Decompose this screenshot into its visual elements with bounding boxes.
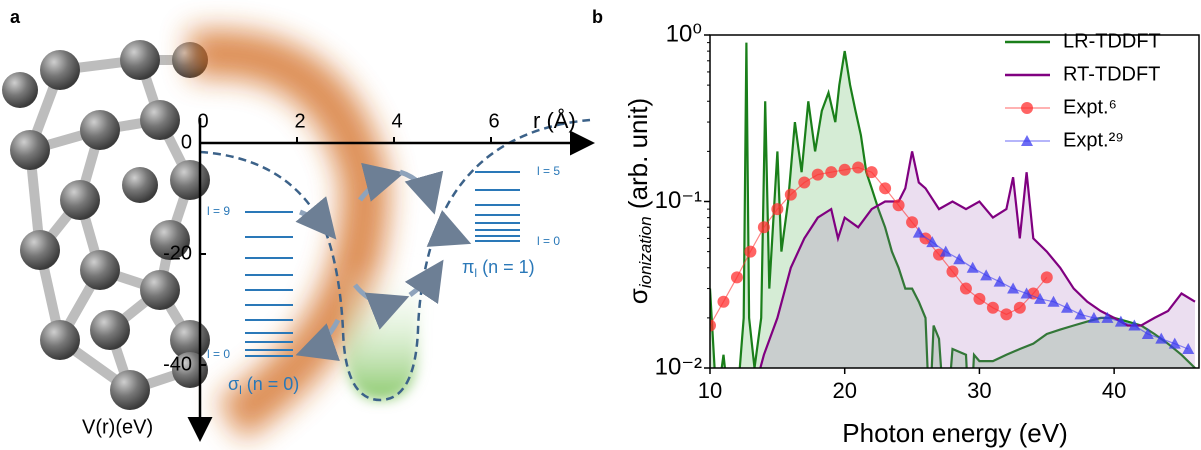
marker <box>865 166 878 179</box>
level-label: l = 0 <box>207 347 230 361</box>
marker <box>912 226 925 238</box>
marker <box>953 253 966 265</box>
marker <box>973 292 986 305</box>
marker <box>717 295 730 308</box>
symbol: σ <box>623 288 653 304</box>
marker <box>939 245 952 257</box>
text: (n = 1) <box>477 257 535 277</box>
state-label: πl (n = 1) <box>462 257 535 280</box>
marker <box>771 203 784 216</box>
marker <box>1114 315 1127 327</box>
y-tick-label: -40 <box>163 353 192 375</box>
legend-label: RT-TDDFT <box>1063 63 1160 85</box>
y-tick-label: 0 <box>181 131 192 153</box>
text: (arb. unit) <box>623 98 653 217</box>
panel-label: a <box>10 7 21 27</box>
marker <box>926 236 939 248</box>
line <box>710 42 1196 368</box>
marker <box>838 163 851 176</box>
plot-area <box>710 42 1196 368</box>
marker <box>993 275 1006 287</box>
atoms <box>2 40 210 410</box>
marker <box>730 271 743 284</box>
y-tick-label: 10⁻² <box>655 353 702 380</box>
y-tick-label: 10⁰ <box>666 20 702 47</box>
level-label: l = 0 <box>537 234 560 248</box>
marker <box>852 161 865 174</box>
symbol: π <box>462 257 474 277</box>
marker <box>933 248 946 261</box>
marker <box>1040 271 1053 284</box>
area <box>710 42 1195 368</box>
sigma-levels <box>245 211 293 357</box>
marker <box>986 301 999 314</box>
state-label: σl (n = 0) <box>228 374 299 397</box>
potential-curve <box>199 118 591 402</box>
transition-arrows <box>295 162 472 361</box>
marker <box>744 245 757 258</box>
x-axis-title: Photon energy (eV) <box>842 418 1067 448</box>
marker <box>1141 328 1154 340</box>
marker <box>1047 295 1060 307</box>
legend-label: Expt.²⁹ <box>1063 129 1124 151</box>
subscript: l <box>474 266 477 280</box>
x-tick-label: 0 <box>197 110 208 132</box>
y-axis-label: V(r)(eV) <box>82 416 153 438</box>
x-tick-label: 40 <box>1102 378 1126 403</box>
x-tick-label: 10 <box>698 378 722 403</box>
legend-label: Expt.⁶ <box>1063 96 1117 118</box>
marker <box>959 282 972 295</box>
area <box>710 151 1195 368</box>
marker <box>1087 311 1100 323</box>
x-tick-label: 30 <box>967 378 991 403</box>
legend-marker <box>1021 102 1033 114</box>
marker <box>757 221 770 234</box>
legend-marker <box>1021 135 1033 146</box>
symbol: σ <box>228 374 239 394</box>
x-tick-label: 2 <box>294 110 305 132</box>
marker <box>1034 292 1047 304</box>
marker <box>1020 287 1033 299</box>
level-label: l = 5 <box>537 164 560 178</box>
marker <box>1168 337 1181 349</box>
subscript: ionization <box>636 216 655 288</box>
marker <box>710 319 716 332</box>
marker <box>1155 332 1168 344</box>
y-tick-label: 10⁻¹ <box>655 187 702 214</box>
marker <box>1128 319 1141 331</box>
marker <box>966 261 979 273</box>
marker <box>906 216 919 229</box>
x-tick-label: 6 <box>488 110 499 132</box>
pi-levels <box>475 171 520 242</box>
x-tick-label: 20 <box>832 378 856 403</box>
marker <box>1182 343 1195 355</box>
legend-label: LR-TDDFT <box>1063 30 1161 52</box>
level-label: l = 9 <box>207 204 230 218</box>
marker <box>946 265 959 278</box>
marker <box>784 188 797 201</box>
marker <box>825 166 838 179</box>
marker <box>879 182 892 195</box>
y-axis-title: σionization (arb. unit) <box>623 98 656 304</box>
x-tick-label: 4 <box>391 110 402 132</box>
panel-label: b <box>592 7 603 27</box>
marker <box>798 176 811 189</box>
marker <box>1007 282 1020 294</box>
y-tick-label: -20 <box>163 242 192 264</box>
marker <box>1060 301 1073 313</box>
marker <box>980 269 993 281</box>
text: (n = 0) <box>242 374 300 394</box>
marker <box>1101 311 1114 323</box>
subscript: l <box>239 383 242 397</box>
marker <box>1074 308 1087 320</box>
line <box>710 151 1196 368</box>
marker <box>1013 301 1026 314</box>
x-axis-label: r (Å) <box>533 108 576 133</box>
marker <box>892 199 905 212</box>
marker <box>1000 308 1013 321</box>
marker <box>811 168 824 181</box>
